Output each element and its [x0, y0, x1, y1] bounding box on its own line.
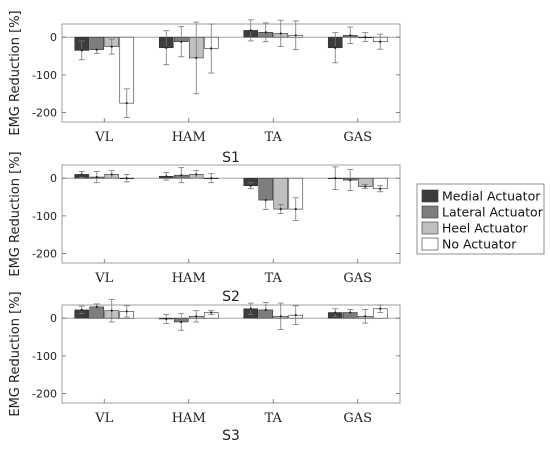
y-tick-label: -100 [32, 69, 57, 82]
mean-point [279, 32, 282, 35]
mean-point [294, 208, 297, 211]
mean-point [195, 56, 198, 60]
y-tick-label: 0 [50, 312, 57, 325]
mean-point [364, 36, 367, 39]
mean-point [334, 46, 337, 49]
plot-area-S2 [61, 164, 401, 264]
mean-point [110, 173, 113, 176]
y-tick-label: 0 [50, 172, 57, 185]
mean-point [210, 177, 213, 180]
category-label: HAM [172, 271, 206, 286]
category-label: HAM [172, 130, 206, 145]
mean-point [95, 48, 98, 51]
mean-point [349, 311, 352, 314]
category-label: GAS [343, 271, 372, 286]
mean-point [180, 40, 183, 43]
legend-swatch [421, 237, 439, 251]
legend-swatch [421, 221, 439, 235]
mean-point [95, 175, 98, 179]
subject-label: S1 [222, 150, 240, 166]
mean-point [180, 174, 183, 177]
mean-point [264, 31, 267, 34]
y-axis-label: EMG Reduction [%] [8, 291, 23, 416]
mean-point [180, 320, 183, 324]
category-label: TA [265, 130, 283, 145]
mean-point [379, 187, 382, 190]
mean-point [125, 102, 128, 105]
category-label: HAM [172, 411, 206, 426]
category-label: VL [94, 411, 113, 426]
mean-point [210, 311, 213, 314]
mean-point [349, 34, 352, 37]
mean-point [80, 173, 83, 176]
legend-label: Heel Actuator [442, 221, 528, 236]
legend-label: Lateral Actuator [442, 205, 544, 220]
subject-label: S2 [222, 289, 240, 305]
mean-point [349, 178, 352, 182]
mean-point [334, 311, 337, 314]
mean-point [165, 175, 168, 178]
mean-point [110, 309, 113, 312]
category-label: TA [265, 411, 283, 426]
mean-point [264, 308, 267, 311]
mean-point [110, 45, 113, 48]
mean-point [125, 177, 128, 180]
y-tick-label: -100 [32, 350, 57, 363]
legend-swatch [421, 189, 439, 203]
mean-point [249, 184, 252, 187]
legend-label: No Actuator [442, 237, 517, 252]
category-label: VL [94, 271, 113, 286]
legend-label: Medial Actuator [442, 189, 541, 204]
mean-point [95, 305, 98, 308]
mean-point [125, 310, 128, 313]
plot-area-S3 [61, 304, 401, 404]
y-tick-label: -100 [32, 210, 57, 223]
mean-point [279, 208, 282, 211]
category-label: GAS [343, 130, 372, 145]
mean-point [379, 307, 382, 310]
subject-label: S3 [222, 428, 240, 444]
mean-point [195, 173, 198, 176]
y-tick-label: 0 [50, 31, 57, 44]
y-tick-label: -200 [32, 248, 57, 261]
category-label: GAS [343, 411, 372, 426]
mean-point [195, 315, 198, 318]
mean-point [264, 198, 267, 202]
category-label: VL [94, 130, 113, 145]
legend-swatch [421, 205, 439, 219]
mean-point [294, 34, 297, 37]
y-axis-label: EMG Reduction [%] [8, 151, 23, 276]
mean-point [249, 29, 252, 32]
mean-point [210, 47, 213, 50]
mean-point [279, 315, 282, 318]
mean-point [165, 317, 168, 321]
mean-point [364, 185, 367, 188]
mean-point [334, 177, 337, 180]
mean-point [80, 49, 83, 52]
y-tick-label: -200 [32, 107, 57, 120]
mean-point [364, 315, 367, 318]
plot-area-S1 [61, 23, 401, 123]
mean-point [379, 40, 382, 43]
category-label: TA [265, 271, 283, 286]
mean-point [80, 308, 83, 311]
mean-point [294, 314, 297, 317]
y-axis-label: EMG Reduction [%] [8, 10, 23, 135]
mean-point [165, 46, 168, 49]
y-tick-label: -200 [32, 388, 57, 401]
mean-point [249, 307, 252, 310]
